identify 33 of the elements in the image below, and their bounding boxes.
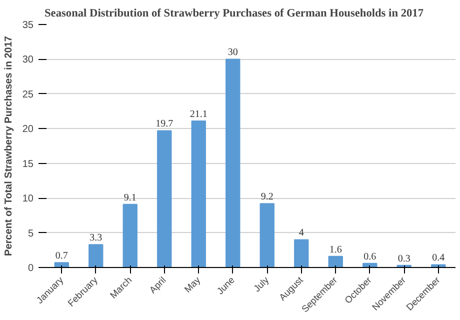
data-label: 1.6 bbox=[329, 244, 342, 256]
bar bbox=[157, 130, 172, 268]
bar bbox=[226, 58, 240, 268]
bar bbox=[328, 256, 343, 268]
data-label: 3.3 bbox=[90, 232, 102, 244]
bar bbox=[88, 244, 104, 268]
y-tick-label: 30 bbox=[22, 54, 34, 66]
chart-title: Seasonal Distribution of Strawberry Purchases of German Households in 2017 bbox=[44, 8, 424, 20]
bar bbox=[294, 239, 309, 268]
data-label: 0.6 bbox=[364, 251, 376, 262]
y-tick-label: 10 bbox=[22, 194, 34, 205]
data-label: 30 bbox=[228, 47, 238, 58]
data-label: 0.4 bbox=[432, 252, 445, 264]
data-label: 9.1 bbox=[124, 192, 136, 204]
y-tick-label: 15 bbox=[22, 158, 34, 170]
bar bbox=[54, 262, 69, 268]
y-tick-label: 20 bbox=[22, 124, 34, 136]
y-tick-label: 25 bbox=[22, 89, 34, 100]
y-tick-label: 35 bbox=[22, 20, 34, 31]
x-tick-label: July bbox=[252, 274, 271, 294]
data-label: 0.3 bbox=[398, 253, 410, 264]
y-axis-title: Percent of Total Strawberry Purchases in 2017 bbox=[3, 36, 14, 256]
data-label: 9.2 bbox=[260, 192, 274, 203]
bar bbox=[122, 204, 138, 268]
data-label: 19.7 bbox=[156, 118, 174, 130]
x-tick-label: May bbox=[182, 274, 202, 294]
data-label: 21.1 bbox=[190, 109, 208, 120]
bar bbox=[191, 120, 206, 268]
data-label: 4 bbox=[298, 228, 304, 239]
bar bbox=[260, 203, 274, 268]
y-tick-label: 0 bbox=[28, 263, 34, 274]
data-label: 0.7 bbox=[55, 250, 68, 262]
y-tick-label: 5 bbox=[28, 228, 34, 240]
